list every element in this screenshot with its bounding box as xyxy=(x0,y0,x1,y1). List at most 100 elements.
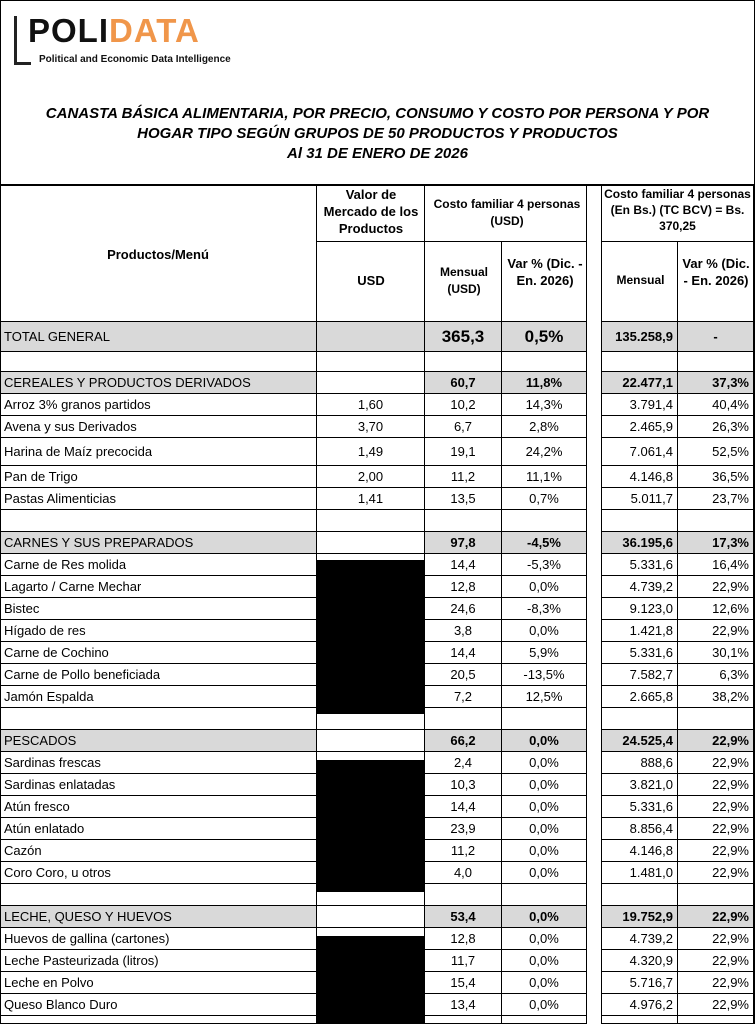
mensual-bs: 888,6 xyxy=(640,755,673,770)
header-rule xyxy=(602,241,754,242)
spacer-row xyxy=(0,884,755,906)
header-mensual-bs: Mensual xyxy=(616,273,665,287)
mensual-usd: 10,2 xyxy=(450,397,476,412)
row-rule xyxy=(0,553,755,554)
table-row: Harina de Maíz precocida 1,49 19,1 24,2% 7.0… xyxy=(0,438,755,466)
column-rule xyxy=(601,185,602,1024)
product-name: Lagarto / Carne Mechar xyxy=(4,579,142,594)
var-usd: 0,0% xyxy=(529,755,559,770)
var-usd: 12,5% xyxy=(525,689,563,704)
var-usd: 0,0% xyxy=(529,579,559,594)
logo-wordmark: POLIDATA xyxy=(28,12,200,50)
var-bs: 37,3% xyxy=(712,375,749,390)
var-usd: 0,0% xyxy=(529,821,559,836)
var-usd: 0,0% xyxy=(529,975,559,990)
header-usd: USD xyxy=(357,273,385,288)
mensual-usd: 6,7 xyxy=(453,419,473,434)
mensual-usd: 12,8 xyxy=(450,579,476,594)
header-productos: Productos/Menú xyxy=(107,247,209,262)
product-name: Sardinas frescas xyxy=(4,755,101,770)
product-name: Atún fresco xyxy=(4,799,70,814)
product-name: Pastas Alimenticias xyxy=(4,491,116,506)
mensual-usd: 12,8 xyxy=(450,931,476,946)
mensual-usd: 13,5 xyxy=(450,491,476,506)
table-row: Arroz 3% granos partidos 1,60 10,2 14,3% 3.7… xyxy=(0,394,755,416)
mensual-bs: 5.331,6 xyxy=(629,557,673,572)
var-usd: 0,0% xyxy=(529,843,559,858)
var-usd: -5,3% xyxy=(527,557,561,572)
mensual-bs: 1.421,8 xyxy=(629,623,673,638)
var-usd: 0,0% xyxy=(529,865,559,880)
product-name: Bistec xyxy=(4,601,40,616)
mensual-bs: 5.716,7 xyxy=(629,975,673,990)
row-shade xyxy=(0,322,316,352)
var-bs: 22,9% xyxy=(712,865,749,880)
mensual-usd: 3,8 xyxy=(453,623,473,638)
product-name: Jamón Espalda xyxy=(4,689,94,704)
mensual-usd: 4,0 xyxy=(453,865,473,880)
mensual-usd: 365,3 xyxy=(441,327,485,346)
spacer-row xyxy=(0,708,755,730)
mensual-usd: 11,2 xyxy=(450,469,476,484)
header-costo-usd: Costo familiar 4 personas (USD) xyxy=(433,197,581,228)
redacted-values xyxy=(317,936,424,1024)
mensual-bs: 2.665,8 xyxy=(629,689,673,704)
mensual-bs: 19.752,9 xyxy=(622,909,673,924)
mensual-usd: 14,4 xyxy=(450,557,476,572)
title-line-3: Al 31 DE ENERO DE 2026 xyxy=(287,145,468,162)
mensual-usd: 53,4 xyxy=(450,909,476,924)
mensual-usd: 11,7 xyxy=(450,953,476,968)
column-gap xyxy=(587,186,601,1024)
group-row: CEREALES Y PRODUCTOS DERIVADOS 60,7 11,8% 2… xyxy=(0,372,755,394)
table-row: Pastas Alimenticias 1,41 13,5 0,7% 5.011,7 23… xyxy=(0,488,755,510)
var-bs: 22,9% xyxy=(712,953,749,968)
row-rule xyxy=(0,927,755,928)
var-usd: 0,7% xyxy=(529,491,559,506)
var-usd: 5,9% xyxy=(529,645,559,660)
var-usd: 0,0% xyxy=(529,623,559,638)
row-rule xyxy=(0,905,755,906)
spacer-row xyxy=(0,352,755,372)
var-usd: -4,5% xyxy=(527,535,561,550)
var-usd: -8,3% xyxy=(527,601,561,616)
group-name: PESCADOS xyxy=(4,733,77,748)
usd-value: 1,49 xyxy=(357,444,384,459)
var-usd: 14,3% xyxy=(525,397,563,412)
mensual-bs: 36.195,6 xyxy=(622,535,673,550)
group-name: LECHE, QUESO Y HUEVOS xyxy=(4,909,172,924)
row-rule xyxy=(0,437,755,438)
column-rule xyxy=(586,185,587,1024)
mensual-bs: 4.146,8 xyxy=(629,843,673,858)
product-name: Queso Blanco Duro xyxy=(4,997,118,1012)
title-line-2: HOGAR TIPO SEGÚN GRUPOS DE 50 PRODUCTOS … xyxy=(137,125,618,142)
mensual-bs: 4.739,2 xyxy=(629,579,673,594)
var-usd: 0,0% xyxy=(529,931,559,946)
header-mensual-usd: Mensual (USD) xyxy=(439,265,488,296)
mensual-usd: 15,4 xyxy=(450,975,476,990)
var-bs: 23,7% xyxy=(712,491,749,506)
product-name: Arroz 3% granos partidos xyxy=(4,397,151,412)
polidata-logo: POLIDATA Political and Economic Data Int… xyxy=(14,12,274,70)
product-name: Carne de Res molida xyxy=(4,557,127,572)
group-row: LECHE, QUESO Y HUEVOS 53,4 0,0% 19.752,9 22,… xyxy=(0,906,755,928)
var-bs: 38,2% xyxy=(712,689,749,704)
usd-value: 3,70 xyxy=(357,419,384,434)
var-bs: 22,9% xyxy=(712,821,749,836)
group-name: CARNES Y SUS PREPARADOS xyxy=(4,535,194,550)
var-usd: 0,5% xyxy=(524,327,564,346)
var-bs: 12,6% xyxy=(712,601,749,616)
var-bs: 36,5% xyxy=(712,469,749,484)
var-bs: 22,9% xyxy=(712,997,749,1012)
product-name: Leche Pasteurizada (litros) xyxy=(4,953,159,968)
mensual-usd: 10,3 xyxy=(450,777,476,792)
header-rule xyxy=(425,241,587,242)
mensual-usd: 97,8 xyxy=(450,535,476,550)
mensual-usd: 24,6 xyxy=(450,601,476,616)
row-shade xyxy=(0,532,316,554)
usd-value: 1,41 xyxy=(357,491,384,506)
row-shade xyxy=(425,906,587,928)
product-name: Cazón xyxy=(4,843,42,858)
var-bs: 6,3% xyxy=(719,667,749,682)
var-usd: 0,0% xyxy=(529,733,559,748)
header-valor-mercado: Valor de Mercado de los Productos xyxy=(323,187,419,236)
